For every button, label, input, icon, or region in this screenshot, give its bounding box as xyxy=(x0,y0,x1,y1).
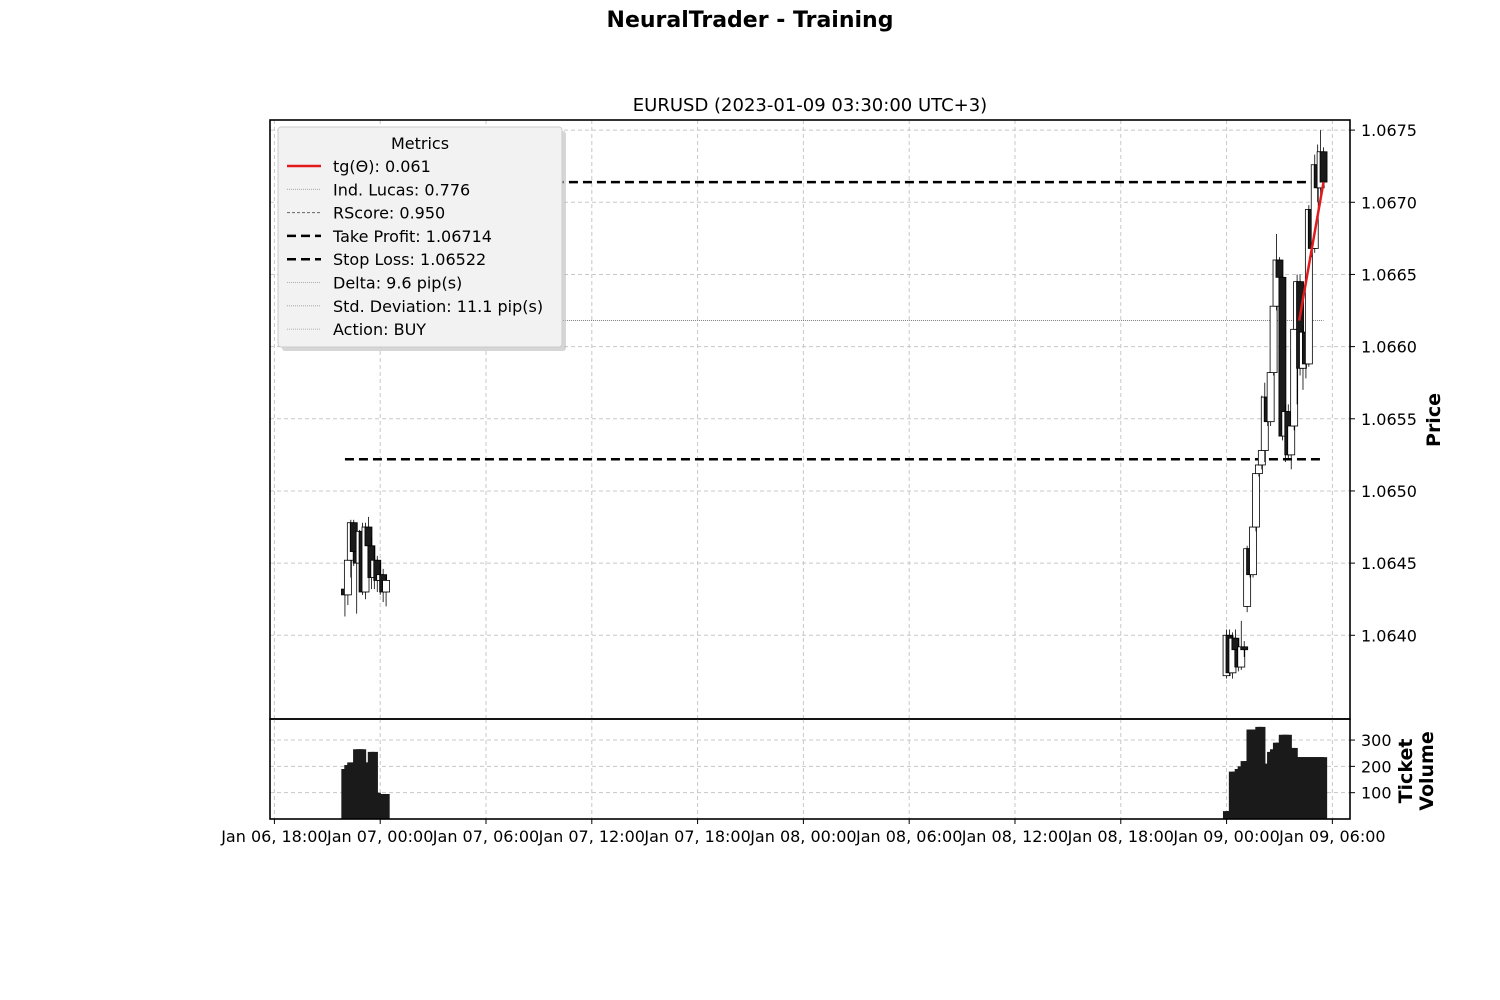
legend-entry-label: tg(Θ): 0.061 xyxy=(333,157,431,176)
x-tick-label: Jan 07, 18:00 xyxy=(643,827,750,846)
candle-body xyxy=(1252,473,1260,528)
volume-y-tick-label: 100 xyxy=(1361,784,1392,803)
legend-entry-label: Action: BUY xyxy=(333,320,426,339)
x-tick-label: Jan 07, 00:00 xyxy=(326,827,433,846)
price-y-tick-label: 1.0670 xyxy=(1361,193,1417,212)
x-axis-ticks: Jan 06, 18:00 Jan 07, 00:00 Jan 07, 06:00 J… xyxy=(220,819,1386,846)
legend-entry-label: Take Profit: 1.06714 xyxy=(332,227,492,246)
candle-body xyxy=(1240,646,1249,651)
x-tick-label: Jan 09, 06:00 xyxy=(1278,827,1385,846)
volume-panel: 100 200 300 Ticket Volume xyxy=(269,718,1438,820)
legend-entry-label: Ind. Lucas: 0.776 xyxy=(333,180,470,199)
price-axes-title: EURUSD (2023-01-09 03:30:00 UTC+3) xyxy=(633,95,987,116)
x-tick-label: Jan 07, 12:00 xyxy=(538,827,645,846)
candle-body xyxy=(1257,450,1266,466)
x-tick-label: Jan 07, 06:00 xyxy=(432,827,539,846)
legend: Metrics tg(Θ): 0.061 Ind. Lucas: 0.776 RSc… xyxy=(277,126,566,351)
candle-body xyxy=(364,526,373,547)
volume-grid xyxy=(270,719,1350,819)
volume-y-ticks: 100 200 300 xyxy=(1350,731,1392,803)
legend-entry-label: Stop Loss: 1.06522 xyxy=(333,250,486,269)
x-tick-label: Jan 08, 06:00 xyxy=(855,827,962,846)
volume-ylabel-line2: Volume xyxy=(1416,731,1438,810)
x-tick-label: Jan 09, 00:00 xyxy=(1172,827,1279,846)
price-reference-lines xyxy=(344,180,1324,461)
volume-axes-frame xyxy=(269,718,1351,820)
candle-body xyxy=(1254,464,1263,475)
volume-bar xyxy=(370,751,378,819)
trend-line xyxy=(1297,181,1325,321)
x-tick-label: Jan 06, 18:00 xyxy=(220,827,327,846)
price-y-tick-label: 1.0640 xyxy=(1361,626,1417,645)
price-grid xyxy=(270,120,1350,719)
volume-y-tick-label: 300 xyxy=(1361,731,1392,750)
legend-entries: tg(Θ): 0.061 Ind. Lucas: 0.776 RScore: 0.9… xyxy=(287,157,543,339)
candle-body xyxy=(1275,259,1284,278)
x-tick-label: Jan 08, 00:00 xyxy=(749,827,856,846)
price-panel: 1.0640 1.0645 1.0650 1.0655 1.0660 1.0665 1.06… xyxy=(269,119,1445,720)
price-y-tick-label: 1.0665 xyxy=(1361,265,1417,284)
price-ylabel: Price xyxy=(1423,393,1445,447)
candle-body xyxy=(1249,526,1257,576)
candle-body xyxy=(1319,151,1328,183)
legend-title: Metrics xyxy=(391,134,449,153)
price-y-tick-label: 1.0660 xyxy=(1361,338,1417,357)
volume-y-tick-label: 200 xyxy=(1361,757,1392,776)
figure-suptitle: NeuralTrader - Training xyxy=(607,8,894,33)
candle-body xyxy=(1269,305,1278,373)
candle-body xyxy=(1287,425,1296,456)
x-tick-label: Jan 08, 18:00 xyxy=(1067,827,1174,846)
price-y-tick-label: 1.0675 xyxy=(1361,121,1417,140)
price-trend-line xyxy=(1297,181,1325,321)
volume-bar xyxy=(1319,757,1328,819)
volume-ylabel-line1: Ticket xyxy=(1395,739,1417,804)
price-y-tick-label: 1.0650 xyxy=(1361,482,1417,501)
volume-bar xyxy=(382,794,390,819)
price-y-tick-label: 1.0645 xyxy=(1361,554,1417,573)
price-y-tick-label: 1.0655 xyxy=(1361,410,1417,429)
candle-body xyxy=(343,559,352,596)
candle-body xyxy=(382,580,390,593)
price-y-ticks: 1.0640 1.0645 1.0650 1.0655 1.0660 1.0665 1.06… xyxy=(1350,121,1417,645)
x-tick-label: Jan 08, 12:00 xyxy=(961,827,1068,846)
volume-bars xyxy=(341,726,1328,819)
legend-entry-label: RScore: 0.950 xyxy=(333,204,445,223)
legend-entry-label: Delta: 9.6 pip(s) xyxy=(333,274,462,293)
legend-entry-label: Std. Deviation: 11.1 pip(s) xyxy=(333,297,543,316)
candle-body xyxy=(1266,372,1275,423)
legend-box xyxy=(277,126,563,348)
